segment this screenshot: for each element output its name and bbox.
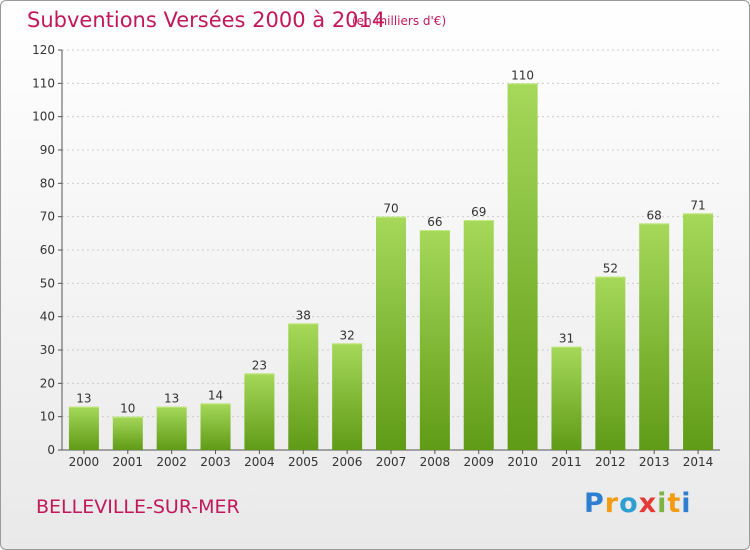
bars	[68, 83, 714, 450]
labels: 13 10 13 14 23 38 32 70 66 69 110 31 52 68 71	[76, 68, 705, 415]
x-tick-label: 2010	[507, 455, 538, 469]
x-tick-label: 2000	[69, 455, 100, 469]
y-tick-label: 110	[32, 76, 55, 90]
x-tick-label: 2003	[200, 455, 231, 469]
bar-value-label: 66	[427, 215, 442, 229]
bar-value-label: 71	[690, 198, 705, 212]
logo-letter: i	[681, 488, 692, 519]
chart-title: Subventions Versées 2000 à 2014	[27, 8, 386, 32]
logo-letter: r	[604, 488, 620, 519]
bar-2014	[683, 213, 714, 450]
x-tick-label: 2012	[595, 455, 626, 469]
bar-2004	[244, 373, 275, 450]
bar-2013	[639, 223, 670, 450]
x-tick-label: 2009	[463, 455, 494, 469]
y-tick-label: 0	[47, 443, 55, 457]
logo-letter: x	[638, 488, 658, 519]
bar-2005	[288, 323, 319, 450]
bar-value-label: 52	[603, 262, 618, 276]
x-tick-label: 2006	[332, 455, 363, 469]
x-tick-label: 2007	[376, 455, 407, 469]
bar-2007	[376, 216, 406, 450]
proxiti-logo: Proxiti	[584, 488, 692, 519]
bar-value-label: 10	[120, 402, 135, 416]
y-tick-label: 100	[32, 110, 55, 124]
bar-2002	[156, 406, 187, 450]
city-name: BELLEVILLE-SUR-MER	[36, 496, 240, 518]
y-tick-label: 40	[40, 310, 55, 324]
bar-2010	[507, 83, 538, 450]
y-tick-label: 70	[40, 210, 55, 224]
bar-value-label: 31	[559, 332, 574, 346]
bar-value-label: 23	[252, 358, 267, 372]
x-tick-label: 2004	[244, 455, 275, 469]
bar-2011	[551, 346, 582, 450]
y-tick-label: 120	[32, 43, 55, 57]
bar-value-label: 13	[76, 392, 91, 406]
x-tick-label: 2011	[551, 455, 582, 469]
bar-2000	[68, 406, 99, 450]
y-tick-label: 80	[40, 176, 55, 190]
bar-2008	[419, 230, 450, 450]
bar-2009	[463, 220, 494, 450]
logo-letter: t	[667, 488, 682, 519]
y-tick-label: 50	[40, 276, 55, 290]
y-tick-label: 10	[40, 410, 55, 424]
bar-2012	[595, 276, 626, 450]
bar-value-label: 69	[471, 205, 486, 219]
x-tick-label: 2002	[156, 455, 187, 469]
x-tick-label: 2001	[113, 455, 144, 469]
x-tick-label: 2013	[639, 455, 670, 469]
x-tick-label: 2008	[420, 455, 451, 469]
logo-letter: o	[619, 488, 639, 519]
x-tick-label: 2014	[683, 455, 714, 469]
y-tick-label: 90	[40, 143, 55, 157]
logo-letter: i	[657, 488, 668, 519]
bar-value-label: 38	[296, 308, 311, 322]
y-tick-label: 20	[40, 376, 55, 390]
bar-2003	[200, 403, 231, 450]
logo-letter: P	[584, 488, 605, 519]
axes: 0 10 20 30 40 50 60 70 80 90 100 110 120 2000 2001 2002…	[32, 43, 720, 469]
bar-value-label: 68	[647, 208, 662, 222]
bar-2006	[332, 343, 363, 450]
unit-note: (en milliers d'€)	[352, 14, 447, 28]
bar-value-label: 110	[511, 68, 534, 82]
bar-value-label: 13	[164, 392, 179, 406]
bar-value-label: 14	[208, 388, 223, 402]
y-tick-label: 30	[40, 343, 55, 357]
bar-value-label: 32	[339, 328, 354, 342]
bar-2001	[112, 416, 143, 450]
bar-value-label: 70	[383, 202, 398, 216]
y-tick-label: 60	[40, 243, 55, 257]
x-tick-label: 2005	[288, 455, 319, 469]
